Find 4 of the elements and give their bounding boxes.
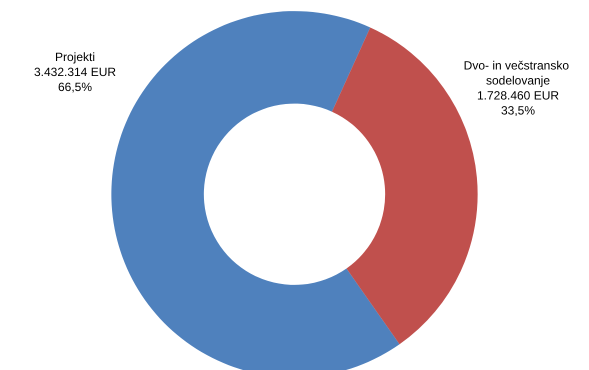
slice-label: Projekti: [54, 50, 96, 64]
data-label: 3.432.314 EUR 66,5%: [34, 65, 116, 94]
data-label: 1.728.460 EUR 33,5%: [476, 88, 560, 118]
slice-label: Dvo- in večstransko sodelovanje: [464, 58, 572, 88]
